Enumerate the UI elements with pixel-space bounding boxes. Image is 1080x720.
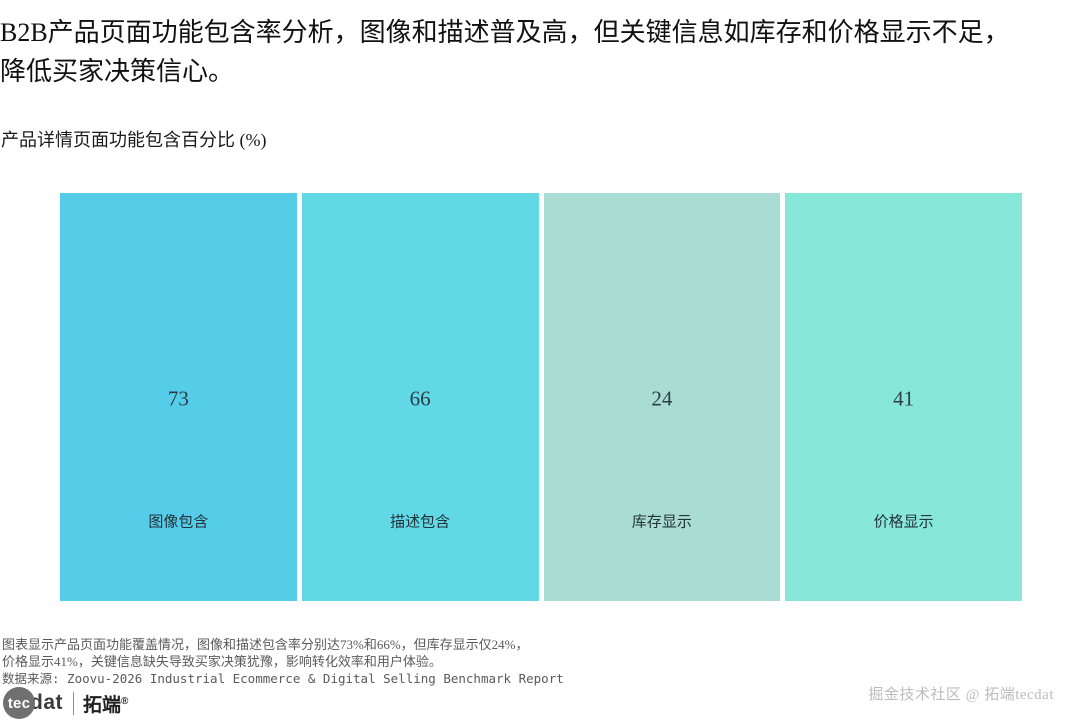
footnotes: 图表显示产品页面功能覆盖情况，图像和描述包含率分别达73%和66%，但库存显示仅…: [2, 636, 564, 687]
tile-value: 66: [409, 386, 431, 411]
footnote-line: 图表显示产品页面功能覆盖情况，图像和描述包含率分别达73%和66%，但库存显示仅…: [2, 637, 529, 652]
chart-subtitle: 产品详情页面功能包含百分比 (%): [1, 130, 267, 150]
logo-divider: [73, 691, 74, 715]
logo-brand-cn: 拓端®: [83, 690, 128, 717]
tile-label: 图像包含: [148, 514, 209, 531]
chart-tile: 66 描述包含: [301, 193, 539, 601]
report-title: B2B产品页面功能包含率分析，图像和描述普及高，但关键信息如库存和价格显示不足，…: [0, 18, 1010, 86]
logo-circle-icon: tec: [3, 687, 35, 719]
tile-value: 73: [167, 386, 189, 411]
logo-suffix: dat: [30, 691, 63, 714]
tile-label: 描述包含: [390, 514, 451, 531]
tile-chart: 73 图像包含 66 描述包含 24 库存显示 41 价格显示: [60, 193, 1022, 601]
footnote-line: 价格显示41%，关键信息缺失导致买家决策犹豫，影响转化效率和用户体验。: [2, 654, 442, 669]
tile-value: 41: [893, 386, 915, 411]
registered-mark: ®: [121, 695, 129, 707]
chart-tile: 24 库存显示: [543, 193, 781, 601]
chart-tile: 73 图像包含: [60, 193, 297, 601]
watermark: 掘金技术社区 @ 拓端tecdat: [868, 687, 1054, 703]
logo-brand-cn-text: 拓端: [83, 694, 122, 716]
chart-tile: 41 价格显示: [785, 193, 1022, 601]
tecdat-logo: tec dat 拓端®: [3, 687, 128, 719]
tile-label: 价格显示: [873, 514, 934, 531]
tile-label: 库存显示: [631, 514, 692, 531]
tile-value: 24: [651, 386, 673, 411]
data-source: 数据来源: Zoovu-2026 Industrial Ecommerce & …: [2, 671, 564, 686]
